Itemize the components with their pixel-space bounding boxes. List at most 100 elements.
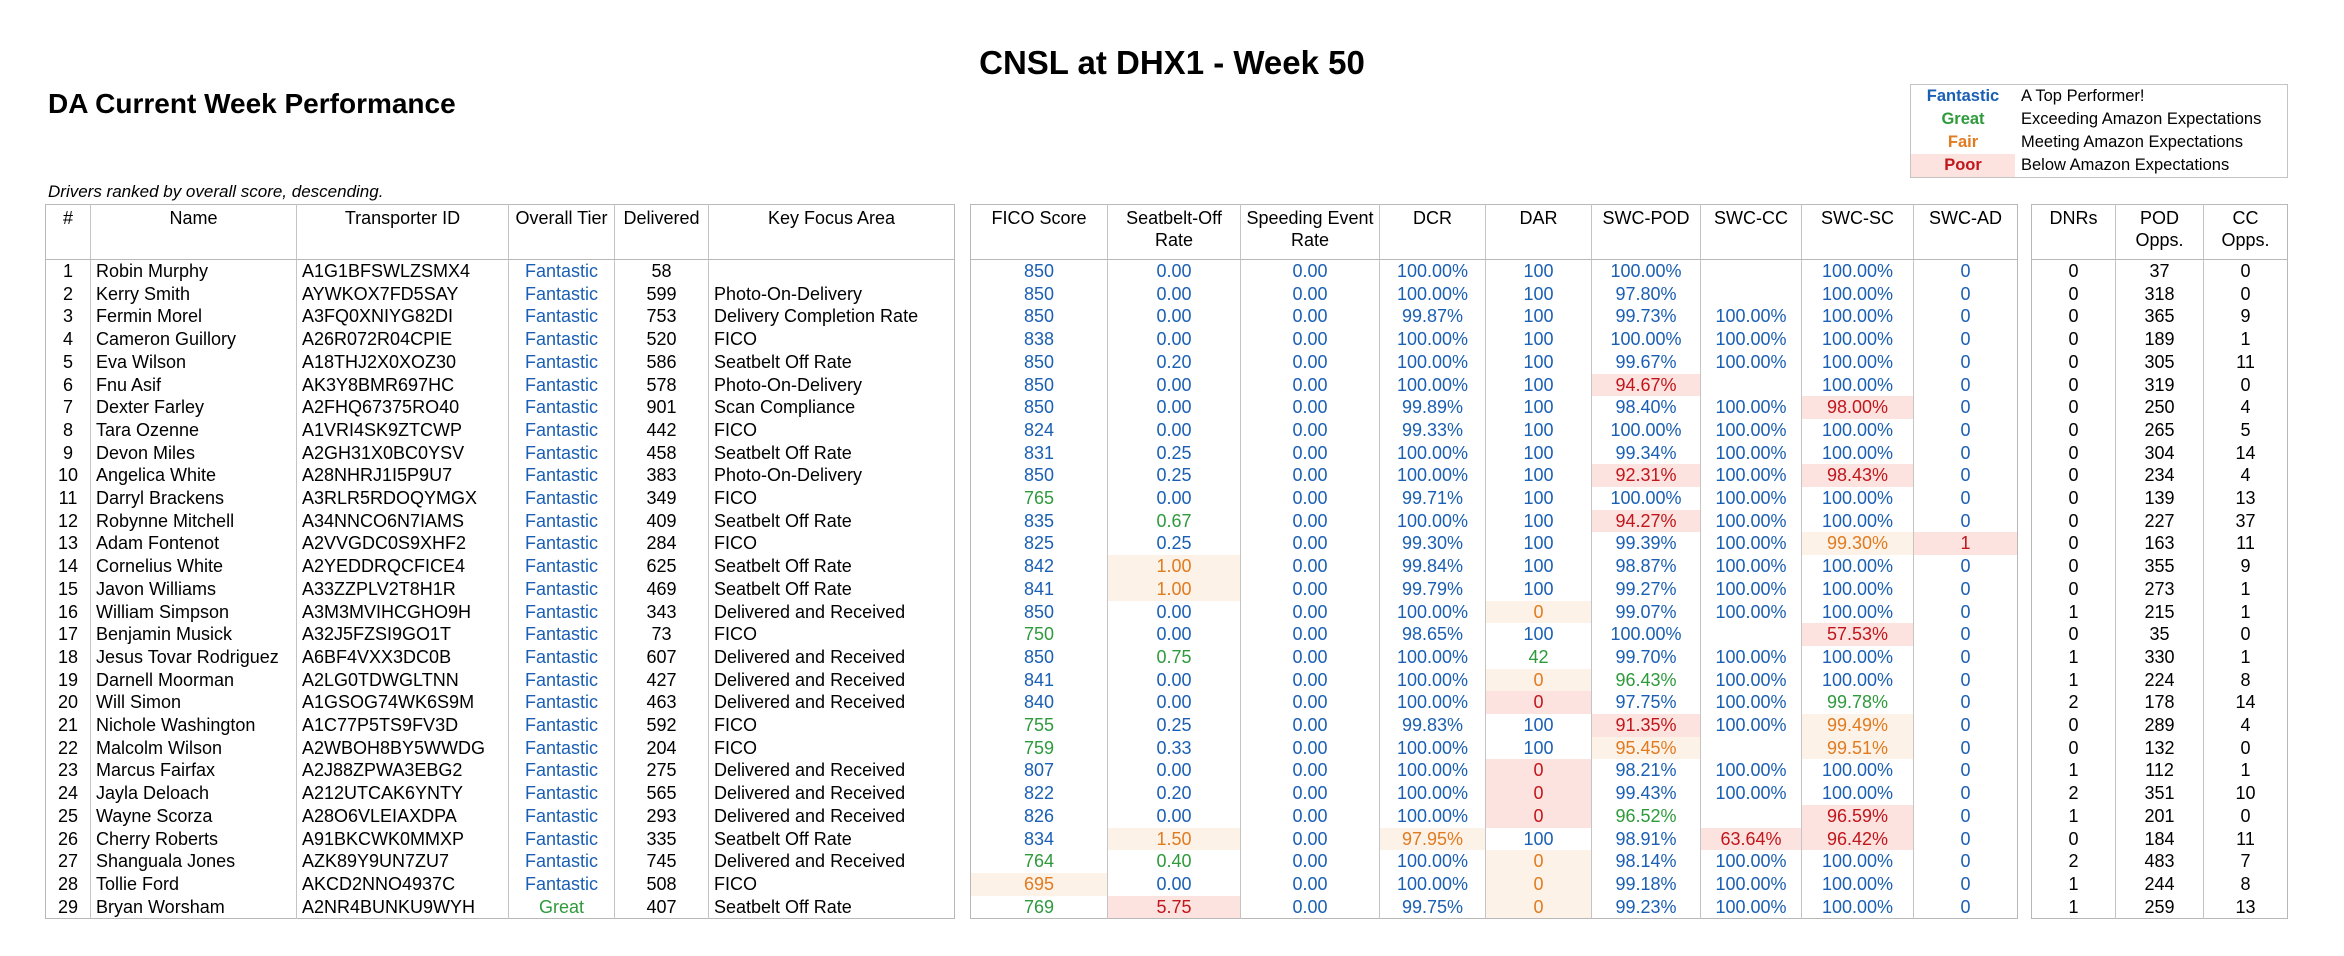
cell: AKCD2NNO4937C [296,872,509,896]
driver-row: 9 Devon Miles A2GH31X0BC0YSV Fantastic 458 Se… [46,441,955,465]
cell: 96.59% [1801,804,1914,828]
cell: Fantastic [508,350,615,374]
driver-row: 841 1.00 0.00 99.79% 100 99.27% 100.00% 100.00%… [971,577,2018,601]
cell: 0 [2068,578,2079,599]
cell: 750 [1023,624,1055,645]
cell: 0 [1913,759,2018,783]
legend-row: Fair Meeting Amazon Expectations [1911,131,2287,154]
cell: A2FHQ67375RO40 [296,396,509,419]
cell: Adam Fontenot [90,532,297,556]
cell: Jayla Deloach [90,782,297,805]
cell: 26 [57,828,79,849]
cell: 100.00% [1591,623,1701,646]
cell: 831 [1023,442,1055,463]
legend-row: Poor Below Amazon Expectations [1911,154,2287,177]
cell: Fantastic [508,623,615,646]
cell: Fantastic [508,532,615,556]
cell: A33ZZPLV2T8H1R [296,577,509,601]
cell: 99.78% [1801,691,1914,715]
cell: 100.00% [1801,782,1914,805]
cell: 0.00 [1240,827,1380,851]
cell: 99.89% [1379,396,1486,419]
cell: A28O6VLEIAXDPA [296,804,509,828]
driver-row: 0 227 37 [2032,509,2288,533]
column-header: FICO Score [970,204,1108,260]
cell: 383 [614,464,709,488]
cell: 825 [1023,533,1055,554]
cell: 0.00 [1240,600,1380,624]
cell: Fantastic [508,373,615,397]
cell: FICO [708,872,955,896]
cell: 284 [614,532,709,556]
cell: FICO [708,487,955,510]
cell: Fantastic [508,464,615,488]
legend-tier: Fair [1947,133,1979,151]
cell: 0 [1485,895,1592,919]
cell: Fantastic [508,645,615,669]
driver-row: 765 0.00 0.00 99.71% 100 100.00% 100.00% 100.00… [971,487,2018,510]
cell: 0.00 [1240,373,1380,397]
cell: Fantastic [508,418,615,442]
cell: 0.00 [1240,259,1380,283]
cell: 841 [1023,578,1055,599]
cell: 0 [2203,282,2288,306]
cell: AYWKOX7FD5SAY [296,282,509,306]
cell: 99.67% [1591,350,1701,374]
cell: 100.00% [1801,282,1914,306]
ranking-note: Drivers ranked by overall score, descend… [48,182,384,201]
cell: A2LG0TDWGLTNN [296,668,509,692]
cell: Fantastic [508,736,615,760]
cell: A34NNCO6N7IAMS [296,509,509,533]
driver-row: 20 Will Simon A1GSOG74WK6S9M Fantastic 463 De… [46,691,955,715]
driver-row: 841 0.00 0.00 100.00% 0 96.43% 100.00% 100.00% 0 [971,668,2018,692]
cell: 17 [57,624,79,645]
cell: 483 [2115,850,2204,873]
cell: 100.00% [1379,600,1486,624]
cell: 73 [614,623,709,646]
driver-row: 12 Robynne Mitchell A34NNCO6N7IAMS Fantasti… [46,509,955,533]
cell: 98.00% [1801,396,1914,419]
cell: 592 [614,714,709,737]
cell: 0 [1913,623,2018,646]
cell: 24 [57,783,79,804]
driver-row: 0 234 4 [2032,464,2288,488]
cell: 6 [62,374,73,395]
cell: 1 [2068,760,2079,781]
cell: 9 [2203,555,2288,578]
cell: 0.00 [1240,645,1380,669]
cell: 0 [1913,850,2018,873]
cell: 318 [2115,282,2204,306]
cell: 2 [2068,783,2079,804]
driver-row: 822 0.20 0.00 100.00% 0 99.43% 100.00% 100.00% 0 [971,782,2018,805]
cell: 0 [1913,464,2018,488]
driver-row: 835 0.67 0.00 100.00% 100 94.27% 100.00% 100.00… [971,509,2018,533]
cell: 99.33% [1379,418,1486,442]
cell: 100.00% [1700,645,1802,669]
cell: 273 [2115,577,2204,601]
driver-row: 0 289 4 [2032,714,2288,737]
cell: Fermin Morel [90,305,297,329]
cell: 100.00% [1801,555,1914,578]
cell: A2GH31X0BC0YSV [296,441,509,465]
column-header: Delivered [614,204,709,260]
cell: 100.00% [1700,555,1802,578]
cell: 0 [1485,850,1592,873]
cell: 0 [1913,577,2018,601]
cell: 100.00% [1700,759,1802,783]
cell: 100 [1485,577,1592,601]
cell: 578 [614,373,709,397]
cell: 293 [614,804,709,828]
data-table: FICO Score Seatbelt-Off Rate Speeding Even… [970,204,2018,920]
cell: 97.75% [1591,691,1701,715]
cell: Cameron Guillory [90,328,297,351]
cell: 25 [57,805,79,826]
column-header: SWC-CC [1700,204,1802,260]
cell: 0.00 [1107,872,1241,896]
cell: Benjamin Musick [90,623,297,646]
cell: 96.43% [1591,668,1701,692]
cell: 5.75 [1107,895,1241,919]
cell: 100.00% [1379,645,1486,669]
driver-row: 0 265 5 [2032,418,2288,442]
data-table: # Name Transporter ID Overall Tier Delivered… [45,204,955,920]
driver-row: 1 224 8 [2032,668,2288,692]
